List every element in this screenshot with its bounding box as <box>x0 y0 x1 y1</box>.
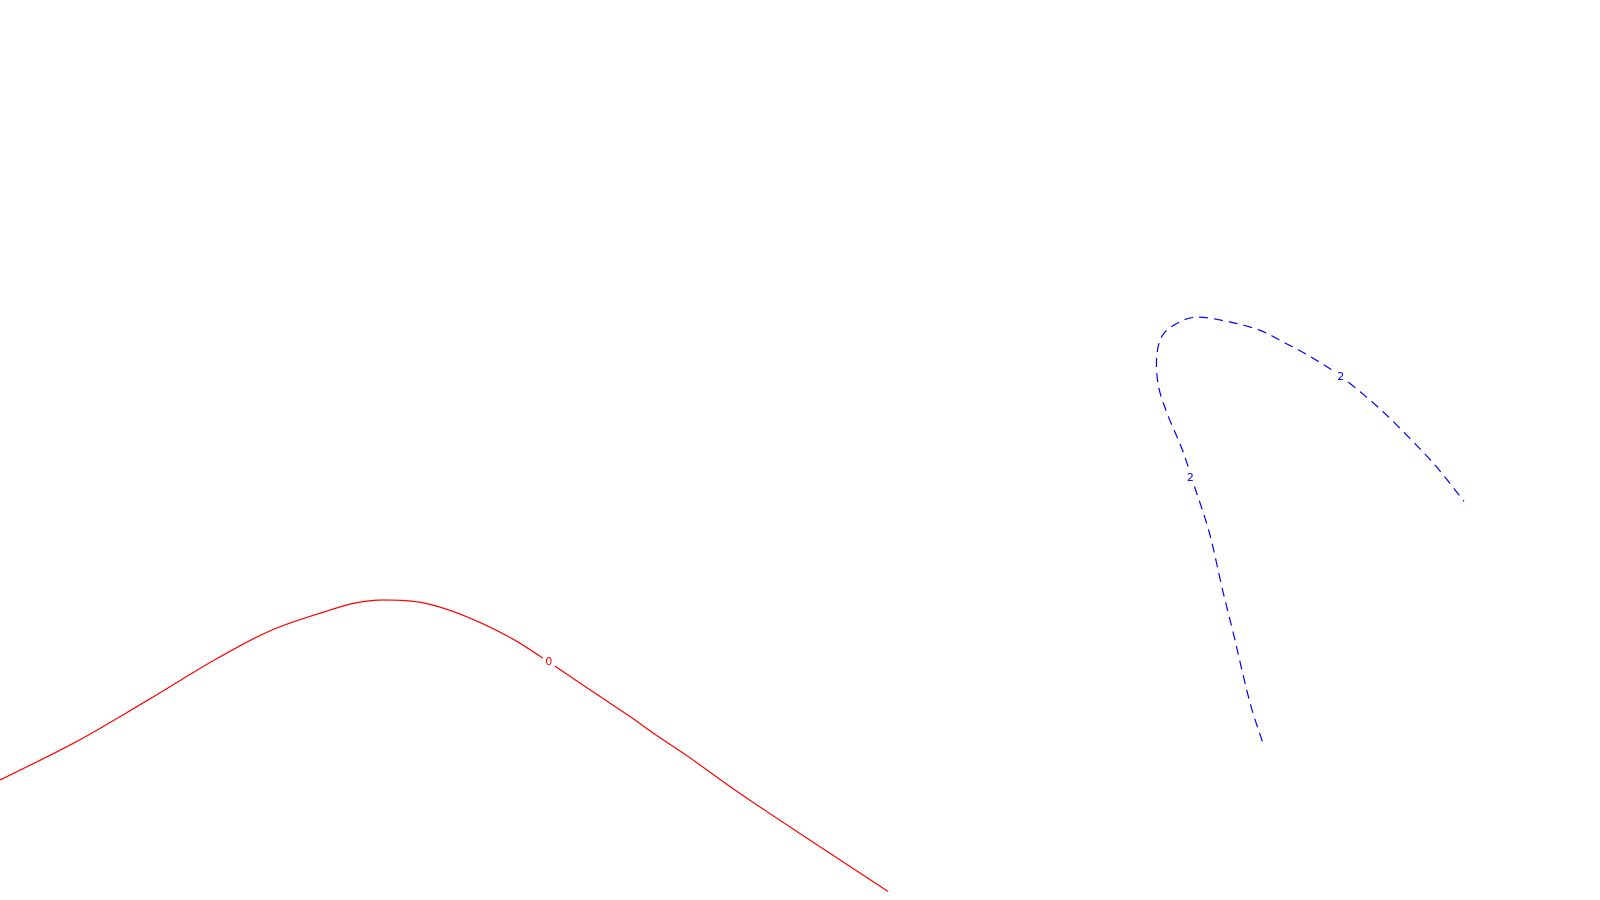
contour-line-level-2 <box>1155 316 1465 742</box>
contour-line-level-0 <box>0 599 889 892</box>
contour-label-background <box>1184 470 1197 485</box>
contour-label-level-0: 0 <box>545 655 552 668</box>
contour-label-level-2: 2 <box>1187 471 1194 484</box>
contour-label-background <box>1334 370 1347 385</box>
contour-label-level-2: 2 <box>1337 370 1344 383</box>
contour-label-background <box>542 655 555 670</box>
